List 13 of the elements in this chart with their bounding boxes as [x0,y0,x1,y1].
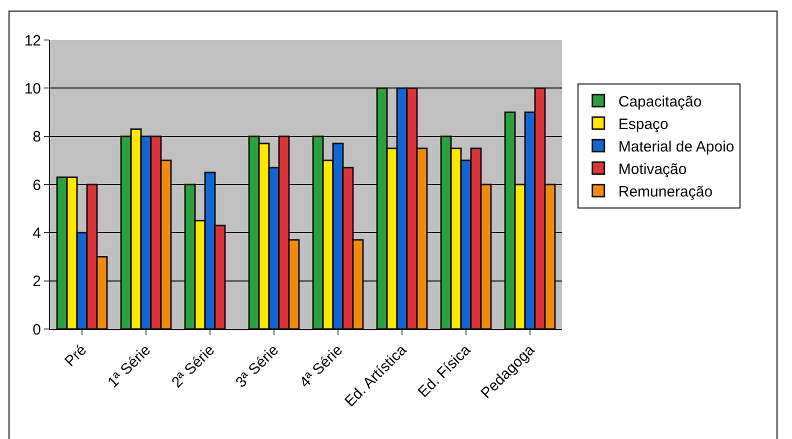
y-tick-label: 6 [32,176,41,194]
legend-label: Capacitação [618,93,702,110]
legend-label: Remuneração [618,183,713,200]
legend-label: Espaço [618,116,668,133]
y-tick-label: 0 [32,321,41,338]
legend-label: Material de Apoio [618,138,734,156]
y-tick-label: 2 [32,273,41,290]
y-tick-label: 10 [24,80,41,98]
y-tick-label: 12 [24,32,41,50]
x-tick-label: Pré [62,342,90,370]
y-tick-label: 4 [32,224,41,242]
y-tick-label: 8 [32,128,41,146]
legend-label: Motivação [618,160,687,178]
